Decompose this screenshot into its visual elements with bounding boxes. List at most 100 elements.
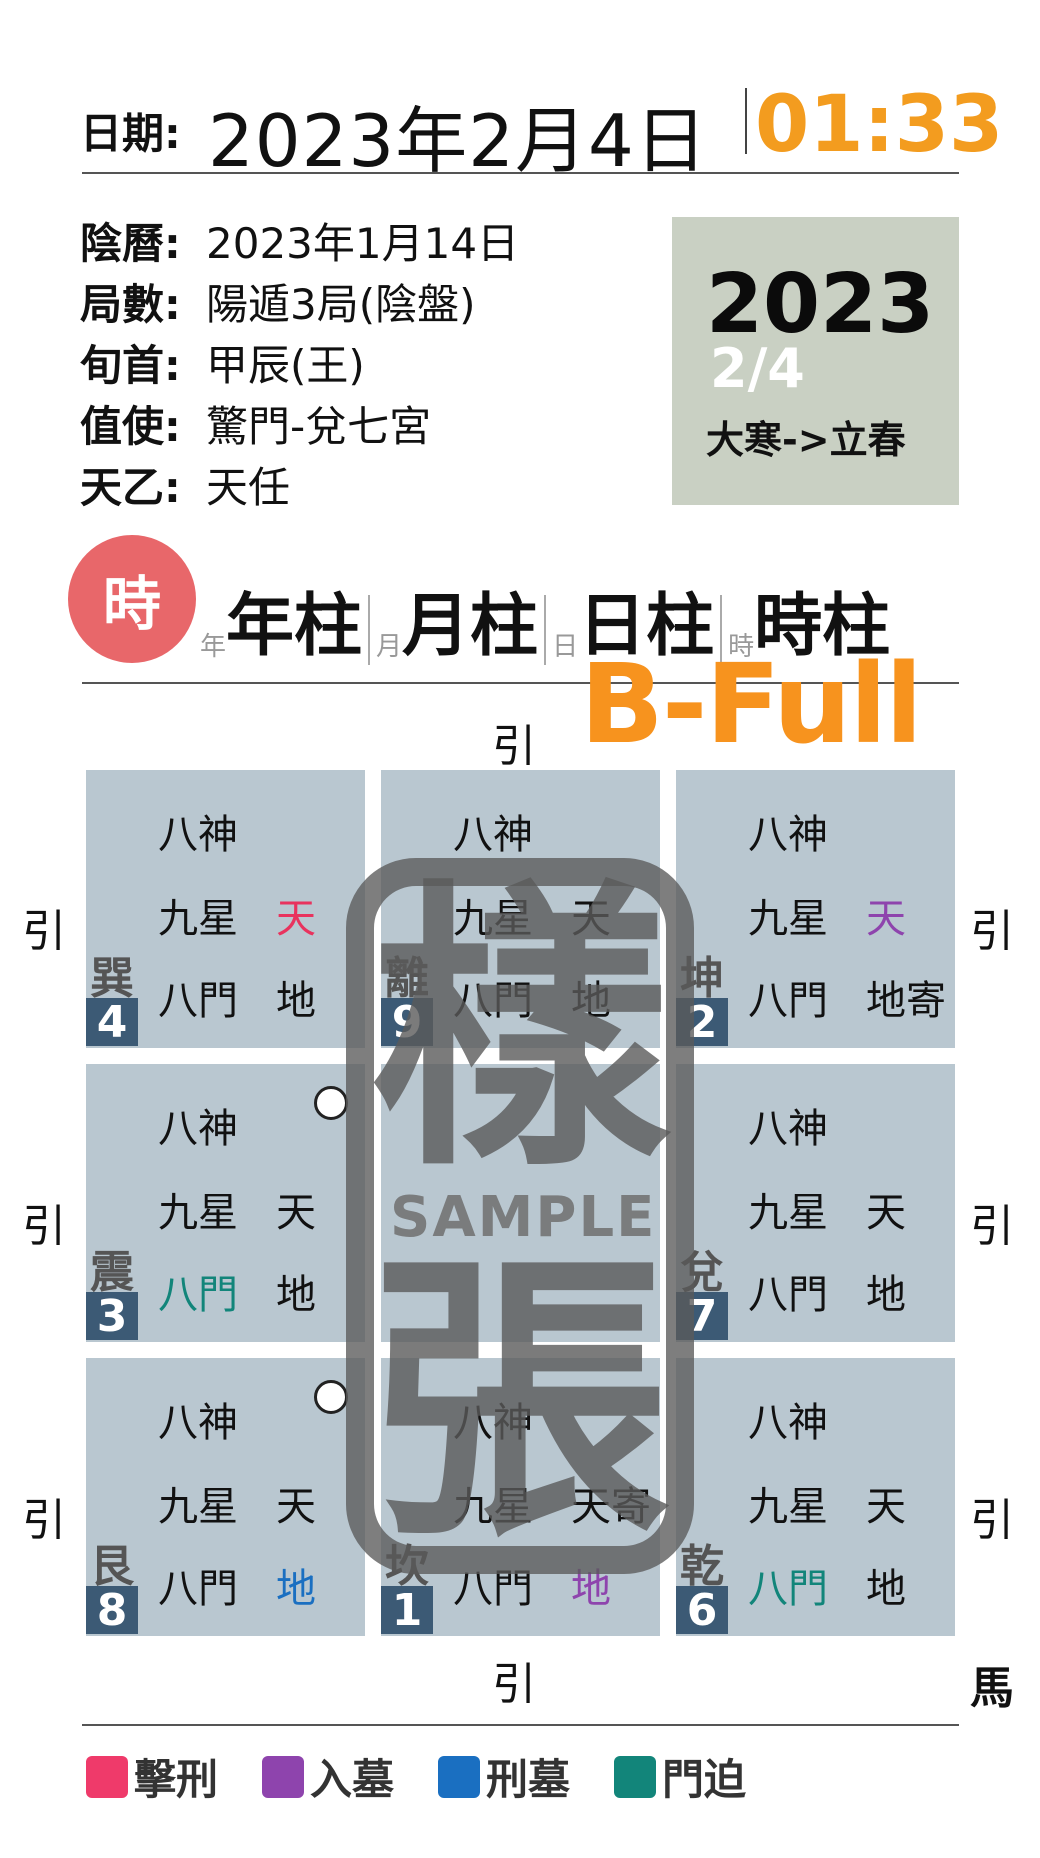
xunshou-label: 旬首: bbox=[80, 341, 181, 390]
palace-gen: 八神 九星 天 八門 地 艮 8 bbox=[86, 1358, 365, 1636]
pillar-hour-small: 時 bbox=[728, 632, 755, 662]
palace-di: 地 bbox=[866, 1566, 906, 1612]
tianyi-label: 天乙: bbox=[80, 463, 181, 512]
left-mark-3: 引 bbox=[22, 1495, 66, 1546]
watermark-char-1: 樣 bbox=[370, 853, 670, 1206]
palace-shen: 八神 bbox=[748, 812, 828, 858]
palace-number: 6 bbox=[676, 1585, 728, 1636]
palace-star: 九星 bbox=[748, 896, 828, 942]
palace-di: 地 bbox=[276, 1272, 316, 1318]
pillar-day-small: 日 bbox=[552, 632, 579, 662]
palace-kun: 八神 九星 天 八門 地寄 坤 2 bbox=[676, 770, 955, 1048]
legend-label-xingmu: 刑墓 bbox=[486, 1755, 571, 1804]
palace-number: 4 bbox=[86, 997, 138, 1048]
ju-label: 局數: bbox=[80, 280, 181, 329]
palace-shen: 八神 bbox=[748, 1400, 828, 1446]
watermark-sample-text: SAMPLE bbox=[390, 1185, 657, 1250]
palace-di: 地 bbox=[866, 1272, 906, 1318]
palace-trigram: 巽 bbox=[90, 953, 134, 1004]
palace-star: 九星 bbox=[158, 1190, 238, 1236]
year-box-year: 2023 bbox=[706, 257, 935, 352]
lunar-date-label: 陰曆: bbox=[80, 219, 181, 268]
pillar-year: 年柱 bbox=[226, 587, 363, 666]
palace-star: 九星 bbox=[158, 1484, 238, 1530]
palace-door: 八門 bbox=[748, 1272, 828, 1318]
palace-trigram: 艮 bbox=[90, 1541, 134, 1592]
zhishi-value: 驚門-兌七宮 bbox=[206, 402, 432, 451]
legend-swatch-menpo bbox=[614, 1755, 657, 1798]
palace-door: 八門 bbox=[158, 978, 238, 1024]
palace-door: 八門 bbox=[158, 1272, 238, 1318]
palace-di: 地 bbox=[571, 978, 611, 1024]
palace-di: 地寄 bbox=[866, 978, 946, 1024]
lunar-date-value: 2023年1月14日 bbox=[206, 219, 520, 268]
palace-shen: 八神 bbox=[158, 1106, 238, 1152]
top-mark: 引 bbox=[492, 721, 536, 772]
palace-trigram: 震 bbox=[90, 1247, 134, 1298]
palace-door: 八門 bbox=[748, 1566, 828, 1612]
palace-star: 九星 bbox=[748, 1484, 828, 1530]
tianyi-value: 天任 bbox=[206, 463, 291, 512]
palace-tian: 天 bbox=[866, 1190, 906, 1236]
palace-li: 八神 九星 天 八門 地 離 9 bbox=[381, 770, 660, 1048]
date-label: 日期: bbox=[80, 109, 181, 158]
header-divider bbox=[82, 172, 959, 174]
hour-badge: 時 bbox=[68, 535, 196, 663]
palace-star: 九星 bbox=[158, 896, 238, 942]
legend-label-menpo: 門迫 bbox=[662, 1755, 747, 1804]
legend-label-rumu: 入墓 bbox=[310, 1755, 395, 1804]
year-box: 2023 2/4 大寒->立春 bbox=[672, 217, 959, 505]
left-mark-1: 引 bbox=[22, 906, 66, 957]
plan-label: B-Full bbox=[580, 640, 923, 768]
palace-shen: 八神 bbox=[453, 1400, 533, 1446]
palace-tian: 天 bbox=[866, 896, 906, 942]
palace-shen: 八神 bbox=[158, 1400, 238, 1446]
pillar-divider bbox=[544, 595, 547, 665]
palace-star: 九星 bbox=[453, 1484, 533, 1530]
pillar-divider bbox=[720, 595, 723, 665]
date-value: 2023年2月4日 bbox=[208, 99, 708, 183]
palace-door: 八門 bbox=[453, 978, 533, 1024]
sample-watermark-frame bbox=[346, 858, 694, 1574]
legend-swatch-xingmu bbox=[438, 1755, 481, 1798]
year-box-date: 2/4 bbox=[710, 337, 805, 400]
palace-xun: 八神 九星 天 八門 地 巽 4 bbox=[86, 770, 365, 1048]
zhishi-label: 值使: bbox=[80, 402, 181, 451]
right-mark-1: 引 bbox=[970, 906, 1014, 957]
right-mark-2: 引 bbox=[970, 1201, 1014, 1252]
palace-shen: 八神 bbox=[748, 1106, 828, 1152]
palace-trigram: 乾 bbox=[680, 1541, 724, 1592]
right-mark-3: 引 bbox=[970, 1495, 1014, 1546]
horse-mark: 馬 bbox=[970, 1663, 1014, 1714]
time-divider bbox=[745, 88, 747, 154]
pillar-day: 日柱 bbox=[578, 587, 715, 666]
watermark-char-2: 張 bbox=[370, 1223, 670, 1576]
empty-marker-circle bbox=[314, 1086, 348, 1120]
palace-qian: 八神 九星 天 八門 地 乾 6 bbox=[676, 1358, 955, 1636]
palace-shen: 八神 bbox=[453, 812, 533, 858]
pillar-month-small: 月 bbox=[376, 632, 403, 662]
palace-tian: 天 bbox=[866, 1484, 906, 1530]
pillar-divider bbox=[368, 595, 371, 665]
palace-number: 3 bbox=[86, 1291, 138, 1342]
palace-door: 八門 bbox=[748, 978, 828, 1024]
palace-star: 九星 bbox=[748, 1190, 828, 1236]
year-box-term: 大寒->立春 bbox=[706, 418, 906, 462]
pillar-hour: 時柱 bbox=[754, 587, 891, 666]
palace-tian: 天 bbox=[571, 896, 611, 942]
bottom-mark: 引 bbox=[492, 1659, 536, 1710]
palace-door: 八門 bbox=[158, 1566, 238, 1612]
palace-shen: 八神 bbox=[158, 812, 238, 858]
palace-number: 8 bbox=[86, 1585, 138, 1636]
palace-center bbox=[381, 1064, 660, 1342]
palace-star: 九星 bbox=[453, 896, 533, 942]
empty-marker-circle bbox=[314, 1380, 348, 1414]
palace-number: 9 bbox=[381, 997, 433, 1048]
palace-di: 地 bbox=[276, 1566, 316, 1612]
xunshou-value: 甲辰(王) bbox=[206, 341, 365, 390]
palace-dui: 八神 九星 天 八門 地 兌 7 bbox=[676, 1064, 955, 1342]
legend-swatch-jixing bbox=[86, 1755, 128, 1798]
pillars-row: 年 年柱 月 月柱 日 日柱 時 時柱 bbox=[200, 570, 890, 669]
legend: 擊刑 入墓 刑墓 門迫 bbox=[86, 1746, 746, 1807]
palace-di: 地 bbox=[276, 978, 316, 1024]
